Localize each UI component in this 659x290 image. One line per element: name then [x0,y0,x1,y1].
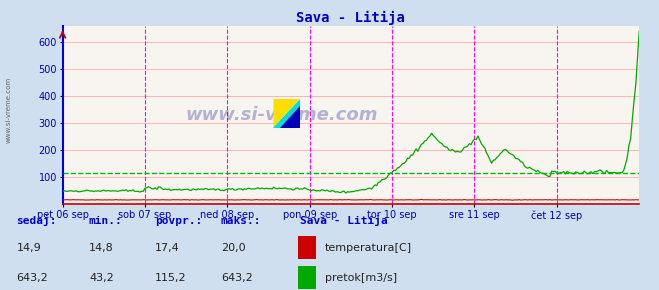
Text: maks.:: maks.: [221,216,261,226]
Text: povpr.:: povpr.: [155,216,202,226]
Polygon shape [273,99,300,128]
Text: sedaj:: sedaj: [16,215,57,226]
Polygon shape [280,106,300,128]
Text: www.si-vreme.com: www.si-vreme.com [5,77,11,143]
Polygon shape [273,99,300,128]
Text: 643,2: 643,2 [16,273,48,283]
Bar [298,267,316,289]
Text: Sava - Litija: Sava - Litija [300,215,387,226]
Text: 14,8: 14,8 [89,243,114,253]
Text: pretok[m3/s]: pretok[m3/s] [325,273,397,283]
Text: www.si-vreme.com: www.si-vreme.com [185,106,378,124]
Text: 643,2: 643,2 [221,273,252,283]
Text: 17,4: 17,4 [155,243,180,253]
Text: min.:: min.: [89,216,123,226]
Bar [298,236,316,259]
Text: 20,0: 20,0 [221,243,245,253]
Text: 43,2: 43,2 [89,273,114,283]
Text: temperatura[C]: temperatura[C] [325,243,412,253]
Text: 115,2: 115,2 [155,273,186,283]
Text: 14,9: 14,9 [16,243,42,253]
Title: Sava - Litija: Sava - Litija [297,11,405,25]
